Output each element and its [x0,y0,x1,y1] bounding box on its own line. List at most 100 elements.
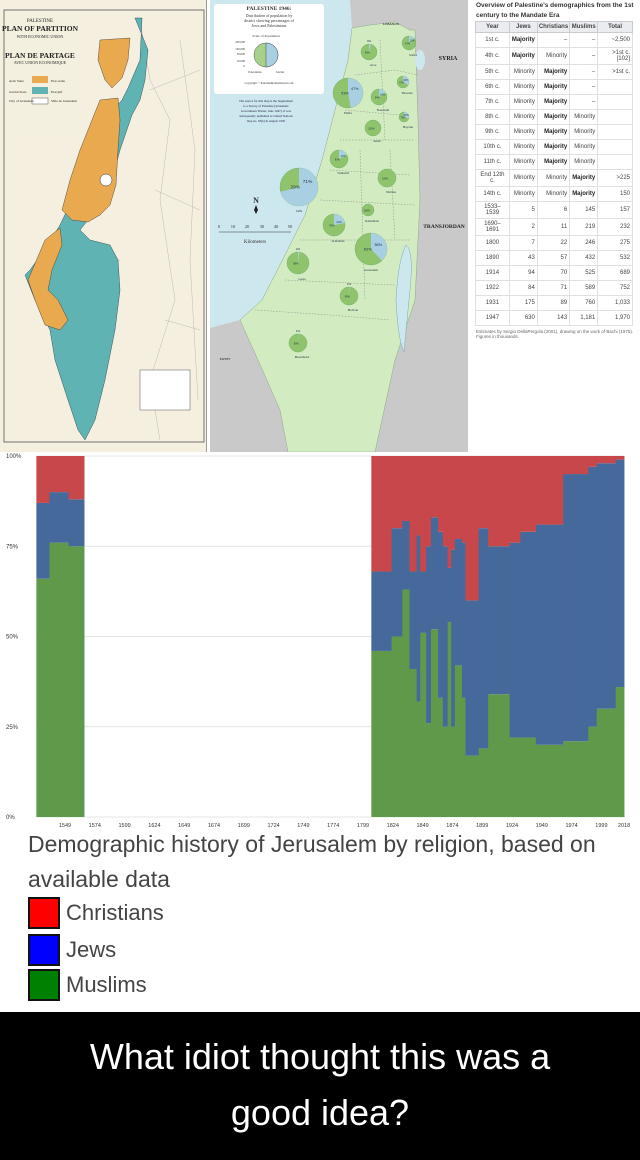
pie-label: 100% [382,178,389,181]
jews-swatch [28,934,60,966]
column-header: Year [475,21,510,33]
district-pie-gaza: 98% 2% Gaza [286,247,310,281]
majority-label: Majority [572,175,596,181]
bar-christians-1536 [49,456,69,493]
district-name: Nablus [386,190,397,194]
pie-label: 62% [364,247,372,252]
pie-jewish-share [298,252,300,263]
svg-text:Jews and Palestinians: Jews and Palestinians [252,23,287,28]
map-frame [3,9,205,443]
district-pie-nablus: 100% Nablus [377,168,397,194]
pie-jewish-share [298,334,299,343]
table-row: 1922 84 71 589 752 [475,280,633,296]
majority-label: Majority [544,144,568,150]
pie-label: 2% [296,247,301,251]
pie-jewish-share [409,36,415,43]
svg-text:0: 0 [244,64,246,68]
svg-text:Etat juif: Etat juif [51,90,63,94]
bar-muslims-1838 [409,668,418,817]
legend-item-muslims: Muslims [28,969,147,1001]
table-row: 14th c. Minority Minority Majority 150 [475,186,633,202]
caption-line-1: Demographic history of Jerusalem by reli… [28,831,596,857]
table-cell: 175 [508,295,538,311]
table-cell: Majority [508,32,538,48]
bar-christians-1823 [391,456,403,529]
x-tick-label: 1624 [148,823,160,829]
table-cell: 532 [597,250,633,266]
bar-christians-1862 [438,456,444,532]
caption-line-2: available data [28,866,170,892]
table-cell [597,109,633,125]
bar-muslims-1823 [391,636,403,817]
bar-jews-1847 [420,571,427,633]
table-cell: 760 [569,295,599,311]
bar-christians-1806 [371,456,393,572]
chart-caption: Demographic history of Jerusalem by reli… [28,827,628,897]
bar-christians-1882 [461,456,466,543]
table-cell: 752 [597,280,633,296]
svg-text:City of Jerusalem: City of Jerusalem [9,99,34,103]
legend-jewish-swatch [32,87,48,94]
table-cell: 232 [597,218,633,236]
majority-label: Majority [572,191,596,197]
pie-label: 53% [341,92,349,96]
jerusalem-city-zone [99,173,113,187]
y-tick-label: 0% [6,815,15,821]
bar-jews-1844 [416,535,421,702]
demographics-table: Year Jews Christians Muslims Total 1st c. Maj… [475,21,633,326]
table-cell: Majority [569,169,599,187]
svg-text:Arab State: Arab State [9,79,24,83]
table-cell: Minority [508,186,538,202]
x-tick-label: 1924 [506,823,518,829]
pie-jewish-share [404,112,409,119]
table-cell: Majority [536,154,571,170]
y-tick-label: 50% [6,635,19,641]
x-tick-label: 1899 [476,823,488,829]
district-name: Acre [370,63,377,67]
table-cell: Minority [508,139,538,155]
bar-christians-1876 [454,456,463,540]
bar-muslims-1806 [371,650,393,817]
bar-christians-1995 [596,456,617,464]
legend-item-jews: Jews [28,934,116,966]
svg-text:10: 10 [231,224,236,229]
table-cell: Minority [536,169,571,187]
svg-text:10,000: 10,000 [237,59,246,64]
table-title: Overview of Palestine's demographics fro… [476,2,634,19]
majority-label: Majority [511,53,535,59]
table-cell: Minority [569,124,599,140]
table-cell: Minority [508,64,538,80]
district-name: al-Ramla [332,239,345,243]
bar-jews-1832 [402,520,410,590]
pie-label: 17% [341,155,347,158]
pie-label: 87% [405,43,411,46]
svg-text:N: N [253,196,259,205]
bar-jews-1823 [391,528,403,637]
table-cell: 143 [536,310,571,326]
column-header: Jews [508,21,538,33]
table-cell: Minority [508,154,538,170]
pie-jewish-share [371,233,388,261]
bar-jews-1856 [430,517,439,630]
x-tick-label: 1749 [297,823,309,829]
table-cell: 432 [569,250,599,266]
table-cell [597,94,633,110]
bar-jews-1882 [461,542,466,698]
bar-jews-1904 [488,546,511,695]
pie-label: 1% [347,282,352,286]
district-name: Jerusalem [364,268,378,272]
lebanon-region [350,0,468,30]
x-tick-label: 1824 [387,823,399,829]
bar-jews-1870 [447,567,452,623]
svg-text:district showing percentages o: district showing percentages of [244,18,295,23]
dead-sea [395,244,412,353]
table-cell: 10th c. [475,139,510,155]
majority-label: Majority [544,99,568,105]
district-pie-acre: 96% 4% Acre [360,39,378,67]
table-row: 1890 43 57 432 532 [475,250,633,266]
svg-text:PLAN OF PARTITION: PLAN OF PARTITION [2,24,79,33]
bar-christians-1988 [588,456,598,467]
table-cell: – [569,94,599,110]
svg-text:Distribution of population by: Distribution of population by [246,13,293,18]
table-row: 1800 7 22 246 275 [475,235,633,251]
